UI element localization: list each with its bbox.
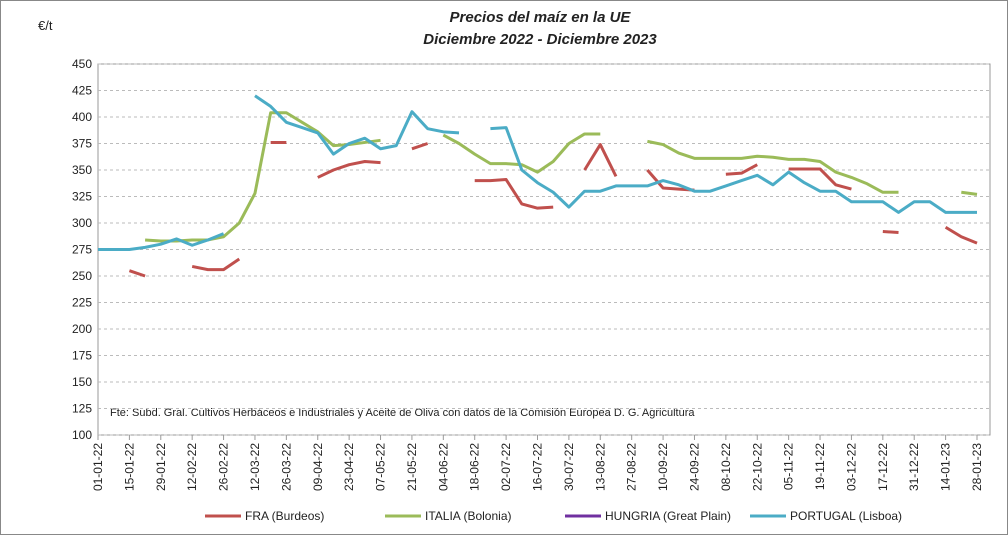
x-tick-label: 16-07-22 <box>531 443 545 491</box>
y-tick-label: 300 <box>72 216 92 230</box>
y-tick-label: 150 <box>72 375 92 389</box>
legend-label: HUNGRIA (Great Plain) <box>605 509 731 523</box>
x-tick-label: 27-08-22 <box>625 443 639 491</box>
x-tick-label: 26-03-22 <box>279 443 293 491</box>
x-tick-label: 23-04-22 <box>342 443 356 491</box>
legend-label: FRA (Burdeos) <box>245 509 324 523</box>
x-tick-label: 31-12-22 <box>907 443 921 491</box>
x-tick-label: 24-09-22 <box>687 443 701 491</box>
series-line <box>144 111 978 243</box>
y-tick-label: 325 <box>72 190 92 204</box>
x-tick-label: 08-10-22 <box>719 443 733 491</box>
x-tick-label: 10-09-22 <box>656 443 670 491</box>
y-tick-label: 400 <box>72 110 92 124</box>
y-tick-label: 175 <box>72 349 92 363</box>
y-tick-label: 425 <box>72 84 92 98</box>
x-tick-label: 01-01-22 <box>91 443 105 491</box>
legend-label: PORTUGAL (Lisboa) <box>790 509 902 523</box>
x-tick-label: 19-11-22 <box>813 443 827 490</box>
y-tick-label: 275 <box>72 243 92 257</box>
y-tick-label: 125 <box>72 402 92 416</box>
y-tick-label: 100 <box>72 428 92 442</box>
x-tick-label: 22-10-22 <box>750 443 764 491</box>
x-tick-label: 29-01-22 <box>154 443 168 491</box>
annotation: Fte: Subd. Gral. Cultivos Herbáceos e In… <box>110 407 695 419</box>
x-tick-label: 12-03-22 <box>248 443 262 491</box>
x-tick-label: 30-07-22 <box>562 443 576 491</box>
x-tick-label: 12-02-22 <box>185 443 199 491</box>
x-tick-label: 02-07-22 <box>499 443 513 491</box>
x-tick-label: 05-11-22 <box>782 443 796 490</box>
x-tick-label: 14-01-23 <box>939 443 953 491</box>
x-tick-label: 07-05-22 <box>374 443 388 491</box>
x-tick-label: 04-06-22 <box>436 443 450 491</box>
legend-label: ITALIA (Bolonia) <box>425 509 511 523</box>
x-tick-label: 13-08-22 <box>593 443 607 491</box>
series-line <box>98 94 977 251</box>
x-tick-label: 28-01-23 <box>970 443 984 491</box>
x-tick-label: 26-02-22 <box>217 443 231 491</box>
y-tick-label: 450 <box>72 57 92 71</box>
chart-subtitle: Diciembre 2022 - Diciembre 2023 <box>423 31 657 48</box>
x-tick-label: 17-12-22 <box>876 443 890 491</box>
chart-title: Precios del maíz en la UE <box>450 9 632 26</box>
y-tick-label: 350 <box>72 163 92 177</box>
y-tick-label: 250 <box>72 269 92 283</box>
series-line <box>128 140 978 278</box>
y-tick-label: 200 <box>72 322 92 336</box>
y-tick-label: 375 <box>72 137 92 151</box>
y-tick-label: 225 <box>72 296 92 310</box>
y-axis-label: €/t <box>38 18 53 33</box>
x-tick-label: 21-05-22 <box>405 443 419 491</box>
x-tick-label: 18-06-22 <box>468 443 482 491</box>
x-tick-label: 09-04-22 <box>311 443 325 491</box>
x-tick-label: 03-12-22 <box>844 443 858 491</box>
x-tick-label: 15-01-22 <box>122 443 136 491</box>
